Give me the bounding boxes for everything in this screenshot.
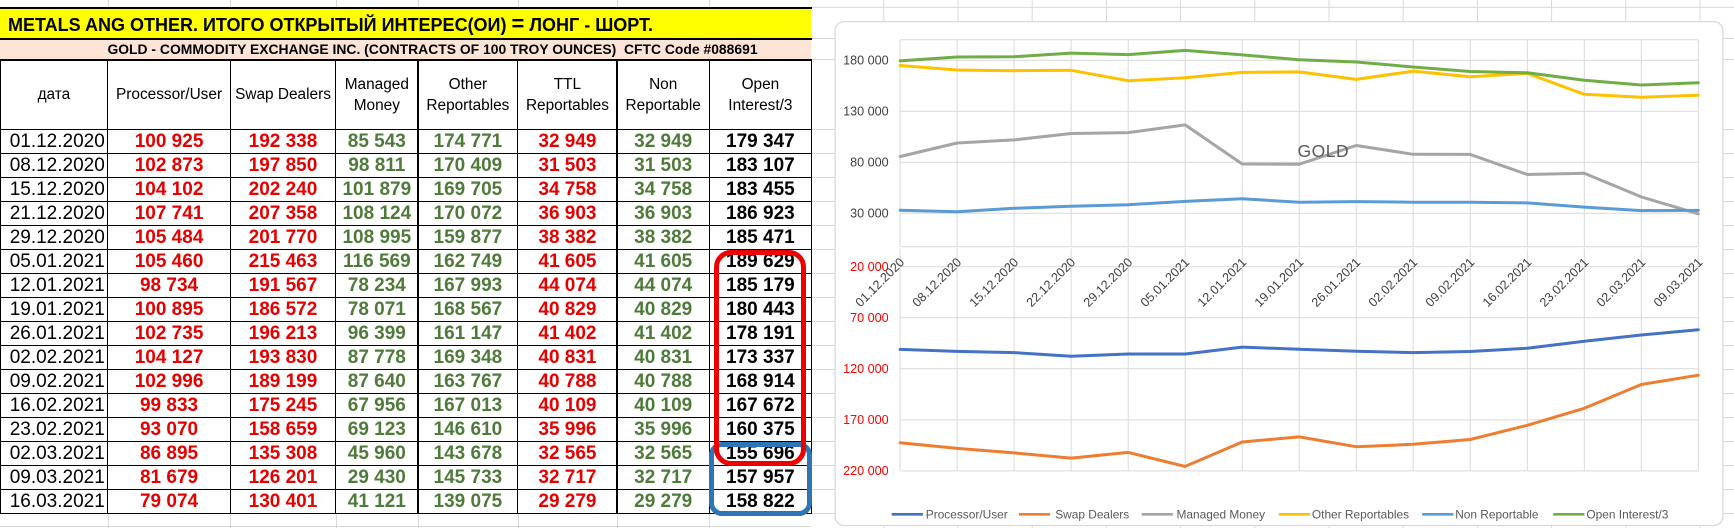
svg-text:130 000: 130 000 [843, 105, 889, 119]
svg-text:Swap Dealers: Swap Dealers [1055, 507, 1129, 521]
svg-text:80 000: 80 000 [850, 156, 889, 170]
svg-text:Processor/User: Processor/User [925, 507, 1007, 521]
svg-text:30 000: 30 000 [850, 207, 889, 221]
svg-text:Non Reportable: Non Reportable [1455, 507, 1539, 521]
svg-text:120 000: 120 000 [843, 362, 889, 376]
svg-text:20 000: 20 000 [850, 260, 889, 274]
svg-text:180 000: 180 000 [843, 54, 889, 68]
svg-text:170 000: 170 000 [843, 413, 889, 427]
svg-text:70 000: 70 000 [850, 311, 889, 325]
svg-text:GOLD: GOLD [1297, 141, 1349, 161]
svg-text:220 000: 220 000 [843, 464, 889, 478]
svg-text:Other Reportables: Other Reportables [1311, 507, 1408, 521]
svg-text:Open Interest/3: Open Interest/3 [1586, 507, 1668, 521]
svg-text:Managed Money: Managed Money [1176, 507, 1265, 521]
